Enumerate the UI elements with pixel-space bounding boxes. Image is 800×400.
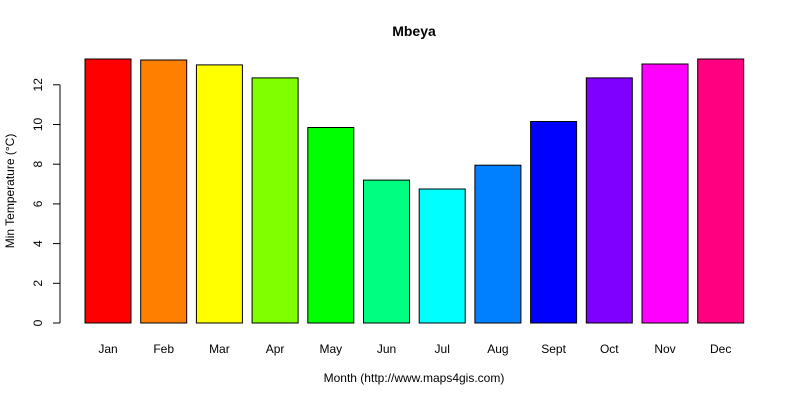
x-axis-label: Month (http://www.maps4gis.com)	[324, 371, 505, 385]
chart-title: Mbeya	[392, 23, 436, 39]
bar-dec	[697, 58, 745, 324]
bar-jan	[84, 58, 132, 324]
y-tick-label: 2	[31, 280, 45, 287]
x-tick-labels: Jan Feb Mar Apr May Jun Jul Aug Sept Oct Nov Dec	[98, 342, 731, 356]
x-tick-label: Sept	[541, 342, 566, 356]
y-axis-label: Min Temperature (°C)	[3, 134, 17, 249]
y-tick-label: 4	[31, 240, 45, 247]
y-tick-label: 10	[31, 118, 45, 132]
bar-aug	[474, 164, 522, 324]
x-tick-label: Jun	[377, 342, 396, 356]
y-tick-label: 0	[31, 319, 45, 326]
bar-jul	[418, 188, 466, 324]
bar-apr	[251, 77, 299, 324]
bar-oct	[585, 77, 633, 324]
x-tick-label: Mar	[209, 342, 230, 356]
bar-mar	[195, 64, 243, 324]
bar-sept	[530, 121, 578, 324]
x-tick-label: Oct	[600, 342, 619, 356]
bar-feb	[140, 59, 188, 324]
x-tick-label: Dec	[710, 342, 731, 356]
y-tick-label: 12	[31, 78, 45, 92]
y-tick-label: 8	[31, 161, 45, 168]
bar-jun	[363, 179, 410, 324]
bar-nov	[641, 63, 689, 324]
x-tick-label: May	[319, 342, 342, 356]
x-tick-label: Feb	[153, 342, 174, 356]
x-tick-label: Jul	[435, 342, 450, 356]
x-tick-label: Jan	[98, 342, 117, 356]
x-tick-label: Aug	[487, 342, 508, 356]
y-tick-label: 6	[31, 200, 45, 207]
bars-group	[84, 58, 745, 324]
y-axis: 0 2 4 6 8 10 12	[31, 78, 61, 326]
bar-may	[307, 127, 355, 324]
x-tick-label: Nov	[654, 342, 675, 356]
x-tick-label: Apr	[266, 342, 285, 356]
